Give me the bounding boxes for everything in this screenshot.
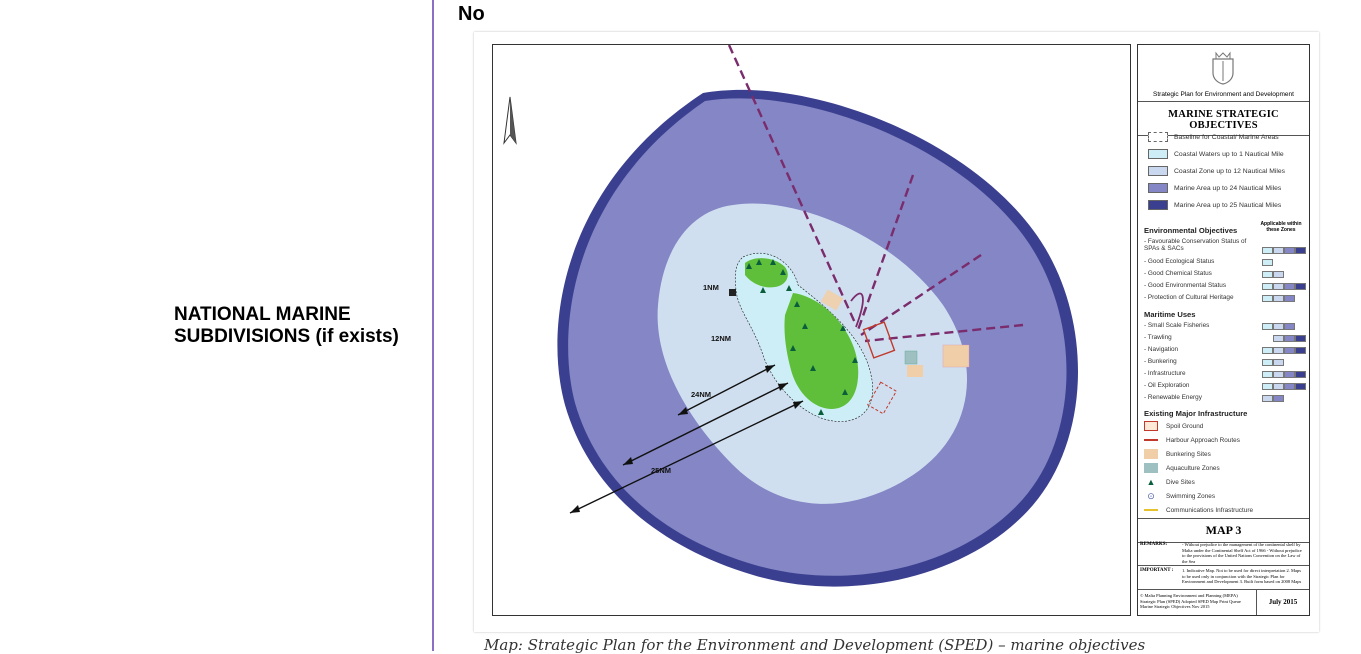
legend-env-item: - Good Chemical Status — [1144, 270, 1309, 280]
legend-important: IMPORTANT : 1. Indicative Map. Not to be… — [1138, 566, 1309, 590]
distance-label-1nm: 1NM — [703, 283, 719, 292]
table-column-divider — [432, 0, 434, 651]
coat-of-arms-icon — [1212, 51, 1234, 85]
legend-remarks: REMARKS: - Without prejudice to the mana… — [1138, 540, 1309, 566]
legend-infra-heading: Existing Major Infrastructure — [1144, 409, 1248, 418]
legend-use-item: - Renewable Energy — [1144, 394, 1309, 404]
harbour-approach-lines — [727, 45, 1024, 343]
legend-use-item: - Small Scale Fisheries — [1144, 322, 1309, 332]
harbour-route-icon — [1144, 439, 1158, 441]
distance-label-12nm: 12NM — [711, 334, 731, 343]
marine-zones-map: 1NM 12NM 24NM 25NM — [503, 45, 1078, 587]
row-label: NATIONAL MARINE SUBDIVISIONS (if exists) — [174, 304, 399, 347]
bunkering-site-3 — [942, 344, 970, 368]
map-legend: Strategic Plan for Environment and Devel… — [1137, 44, 1310, 616]
legend-zone-24nm: Marine Area up to 24 Nautical Miles — [1148, 182, 1281, 194]
legend-organisation: Strategic Plan for Environment and Devel… — [1138, 91, 1309, 102]
aquaculture-zone-icon — [1144, 463, 1158, 473]
dive-site-icon: ▲ — [1146, 477, 1156, 487]
legend-env-item: - Favourable Conservation Status of SPAs… — [1144, 238, 1309, 256]
answer-value: No — [458, 3, 485, 25]
legend-zone-12nm: Coastal Zone up to 12 Nautical Miles — [1148, 165, 1285, 177]
legend-infra-spoil: Spoil Ground — [1144, 420, 1309, 432]
bunkering-site-2 — [907, 365, 923, 377]
spoil-ground-icon — [1144, 421, 1158, 431]
north-arrow-icon — [503, 96, 517, 145]
legend-env-item: - Good Ecological Status — [1144, 258, 1309, 268]
swimming-zone-icon: ⊙ — [1147, 491, 1155, 501]
legend-use-item: - Trawling — [1144, 334, 1309, 344]
bunkering-site — [820, 289, 844, 311]
bunkering-site-icon — [1144, 449, 1158, 459]
legend-infra-aquaculture: Aquaculture Zones — [1144, 462, 1309, 474]
legend-env-item: - Good Environmental Status — [1144, 282, 1309, 292]
legend-footer: © Malta Planning Environment and Plannin… — [1138, 590, 1309, 615]
legend-infra-bunkering: Bunkering Sites — [1144, 448, 1309, 460]
legend-use-item: - Navigation — [1144, 346, 1309, 356]
legend-infra-harbour: Harbour Approach Routes — [1144, 434, 1309, 446]
legend-applicable-note: Applicable within these Zones — [1260, 221, 1302, 233]
map-caption: Map: Strategic Plan for the Environment … — [484, 636, 1146, 654]
legend-env-item: - Protection of Cultural Heritage — [1144, 294, 1309, 304]
legend-zone-1nm: Coastal Waters up to 1 Nautical Mile — [1148, 148, 1284, 160]
spoil-ground-2 — [867, 381, 897, 415]
aquaculture-zone — [904, 350, 918, 365]
map-number: MAP 3 — [1138, 518, 1309, 543]
spoil-ground — [862, 321, 896, 359]
legend-date: July 2015 — [1256, 590, 1309, 615]
legend-infra-dive: ▲ Dive Sites — [1144, 476, 1309, 488]
legend-infra-comms: Communications Infrastructure — [1144, 504, 1309, 516]
distance-label-25nm: 25NM — [651, 466, 671, 475]
legend-title: MARINE STRATEGIC OBJECTIVES — [1138, 109, 1309, 136]
legend-use-item: - Infrastructure — [1144, 370, 1309, 380]
legend-zone-baseline: Baseline for Coastal/ Marine Areas — [1148, 131, 1279, 143]
distance-arrows — [569, 364, 804, 514]
distance-label-24nm: 24NM — [691, 390, 711, 399]
dive-sites — [746, 259, 858, 415]
legend-zone-25nm: Marine Area up to 25 Nautical Miles — [1148, 199, 1281, 211]
legend-infra-swimming: ⊙ Swimming Zones — [1144, 490, 1309, 502]
legend-use-item: - Bunkering — [1144, 358, 1309, 368]
map-frame: 1NM 12NM 24NM 25NM — [492, 44, 1131, 616]
legend-env-heading: Environmental Objectives — [1144, 226, 1238, 235]
communications-line-icon — [1144, 509, 1158, 511]
island-gozo — [745, 258, 788, 288]
legend-uses-heading: Maritime Uses — [1144, 310, 1196, 319]
legend-use-item: - Oil Exploration — [1144, 382, 1309, 392]
island-malta — [784, 293, 859, 409]
